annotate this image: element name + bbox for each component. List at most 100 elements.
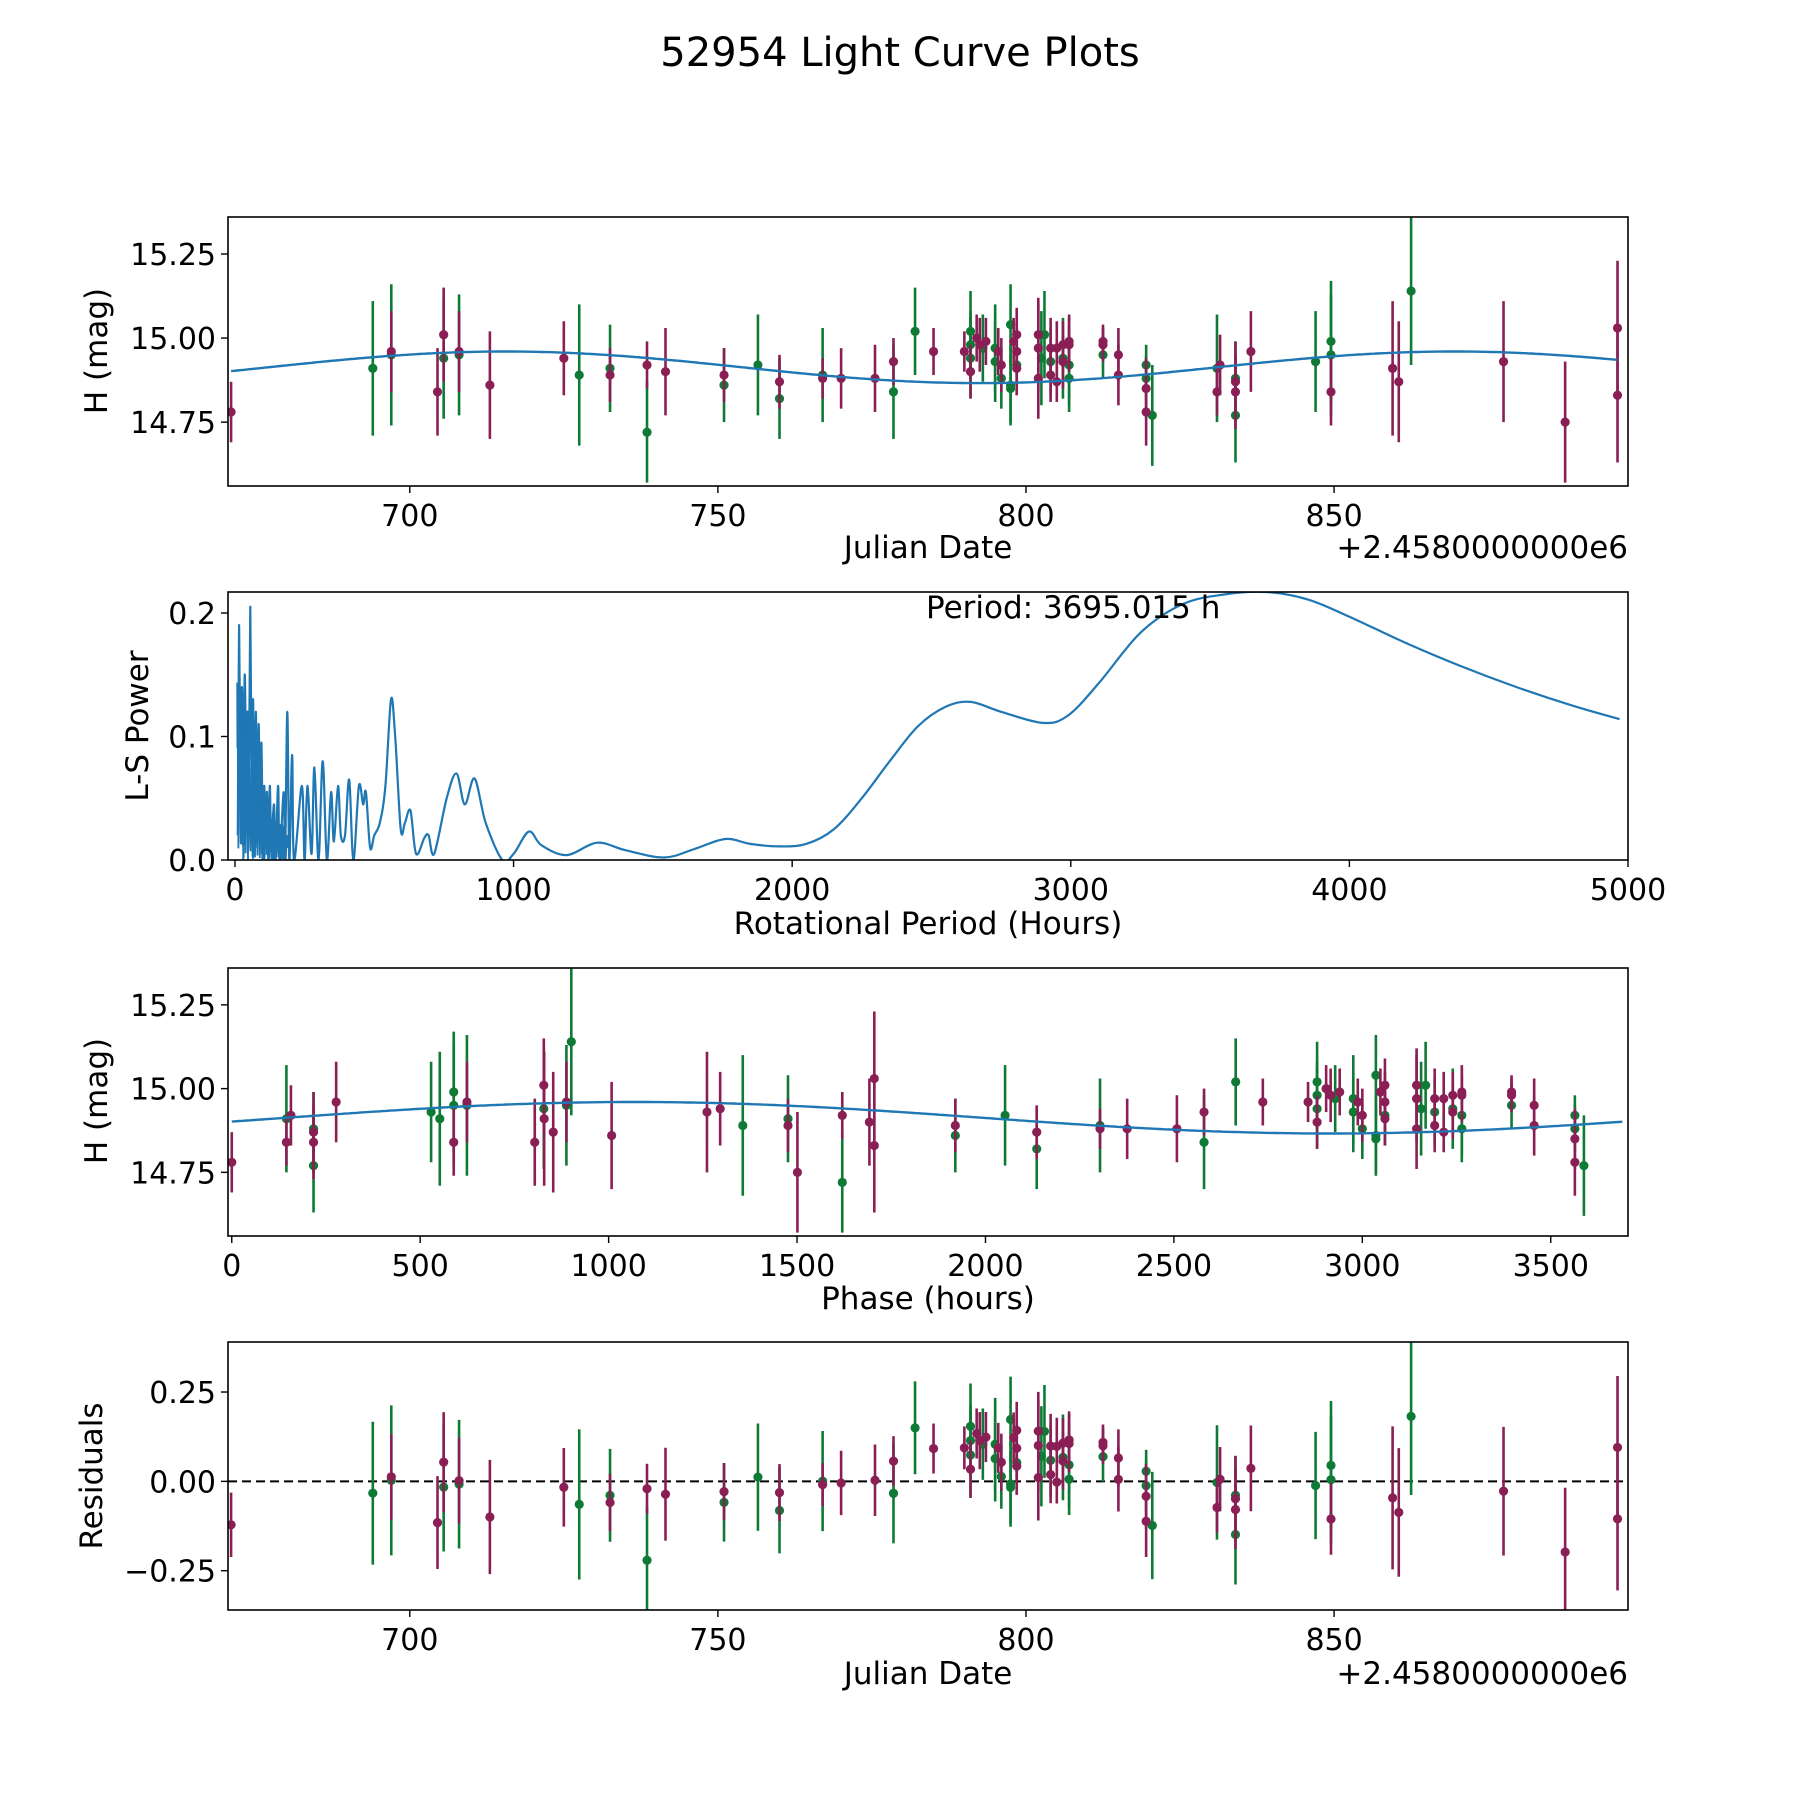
residual-magenta [928, 1423, 939, 1474]
phase-folded-xtick-label: 1500 [759, 1249, 835, 1284]
data-point [753, 1472, 763, 1482]
data-point [1335, 1087, 1345, 1097]
residuals-xtick-label: 700 [381, 1623, 438, 1658]
data-point [1375, 1087, 1386, 1097]
phased-observation-magenta [1312, 1095, 1322, 1149]
phase-folded-xtick-label: 3000 [1324, 1249, 1400, 1284]
data-point [435, 1114, 445, 1124]
residual-magenta [1612, 1447, 1623, 1591]
data-point [1394, 377, 1404, 387]
residual-magenta [1394, 1448, 1404, 1577]
residual-magenta [228, 1492, 236, 1557]
data-point [530, 1137, 540, 1147]
data-point [1406, 286, 1416, 296]
observation-green [368, 301, 378, 436]
observation-magenta [818, 358, 828, 399]
phased-observation-magenta [1303, 1081, 1313, 1123]
phased-observation-magenta [792, 1112, 803, 1233]
data-point [1199, 1137, 1209, 1147]
phase-folded-xtick-label: 3500 [1513, 1249, 1589, 1284]
data-point [837, 1110, 847, 1120]
periodogram-ticks: 0 1000 2000 3000 4000 5000 0.0 0.1 0.2 [168, 597, 1666, 908]
data-point [1612, 1514, 1623, 1524]
data-point [888, 1488, 899, 1498]
data-point [869, 1140, 879, 1151]
residuals-ytick-label: 0.00 [149, 1465, 216, 1500]
light-curve-marks [228, 217, 1623, 483]
data-point [605, 370, 615, 380]
periodogram-xtick-label: 0 [225, 873, 244, 908]
data-point [792, 1167, 803, 1177]
phased-observation-magenta [539, 1051, 549, 1186]
observation-magenta [1326, 358, 1336, 426]
observation-green [1310, 311, 1321, 413]
residual-green [574, 1429, 584, 1580]
phased-observation-magenta [1122, 1098, 1132, 1159]
data-point [642, 427, 652, 437]
data-point [660, 367, 671, 377]
phased-observation-magenta [1506, 1078, 1517, 1113]
phased-observation-magenta [1326, 1068, 1336, 1123]
phased-observation-magenta [869, 1078, 879, 1213]
data-point [642, 360, 652, 370]
residuals-xtick-label: 750 [689, 1623, 746, 1658]
periodogram-ytick-label: 0.1 [168, 720, 216, 755]
data-point [426, 1107, 436, 1117]
data-point [432, 387, 443, 397]
data-point [1246, 346, 1256, 357]
light-curve-axes-frame [227, 216, 1629, 487]
residual-magenta [1498, 1426, 1509, 1556]
phased-observation-magenta [783, 1098, 793, 1153]
phased-observation-magenta [1032, 1105, 1042, 1159]
data-point [1570, 1157, 1580, 1167]
data-point [836, 1478, 846, 1488]
observation-magenta [1498, 301, 1509, 423]
residual-magenta [386, 1433, 396, 1520]
data-point [228, 407, 236, 417]
data-point [1321, 1084, 1331, 1094]
phase-folded-marks [228, 968, 1623, 1233]
data-point [837, 1177, 847, 1187]
residual-magenta [959, 1426, 969, 1470]
data-point [1371, 1070, 1381, 1080]
data-point [1046, 1470, 1056, 1480]
data-point [1098, 340, 1108, 350]
phased-observation-green [1421, 1041, 1431, 1129]
observation-magenta [719, 348, 729, 402]
data-point [1439, 1094, 1449, 1104]
phased-observation-green [1416, 1061, 1426, 1156]
phased-observation-magenta [530, 1098, 540, 1186]
residual-magenta [774, 1464, 785, 1522]
phased-observation-magenta [331, 1061, 341, 1143]
residual-magenta [719, 1463, 729, 1521]
periodogram-xtick-label: 4000 [1311, 873, 1387, 908]
data-point [386, 1472, 396, 1482]
data-point [1560, 1547, 1570, 1557]
periodogram-line [236, 592, 1620, 860]
phased-observation-green [1371, 1105, 1381, 1173]
phased-observation-magenta [1095, 1108, 1105, 1149]
observation-magenta [439, 287, 449, 382]
data-point [566, 1037, 576, 1047]
data-point [1230, 387, 1241, 397]
residual-magenta [432, 1476, 443, 1570]
observation-magenta [1046, 348, 1056, 402]
phased-observation-magenta [1375, 1068, 1386, 1116]
residuals-panel: 700 750 800 850 −0.25 0.00 0.25 Julian Date +2… [74, 1341, 1629, 1692]
data-point [439, 1457, 449, 1467]
phased-observation-magenta [1457, 1068, 1467, 1123]
residual-magenta [888, 1436, 899, 1487]
observation-magenta [642, 341, 652, 389]
residual-magenta [981, 1412, 991, 1463]
phased-observation-magenta [548, 1071, 558, 1193]
light-curve-xtick-label: 850 [1305, 499, 1362, 534]
data-point [1310, 1480, 1321, 1491]
data-point [1612, 390, 1623, 400]
data-point [1064, 340, 1074, 350]
residuals-ticks: 700 750 800 850 −0.25 0.00 0.25 [124, 1376, 1363, 1658]
data-point [228, 1520, 236, 1530]
phased-observation-magenta [1430, 1098, 1440, 1153]
observation-magenta [386, 311, 396, 392]
data-point [715, 1104, 725, 1114]
data-point [1113, 1474, 1124, 1484]
